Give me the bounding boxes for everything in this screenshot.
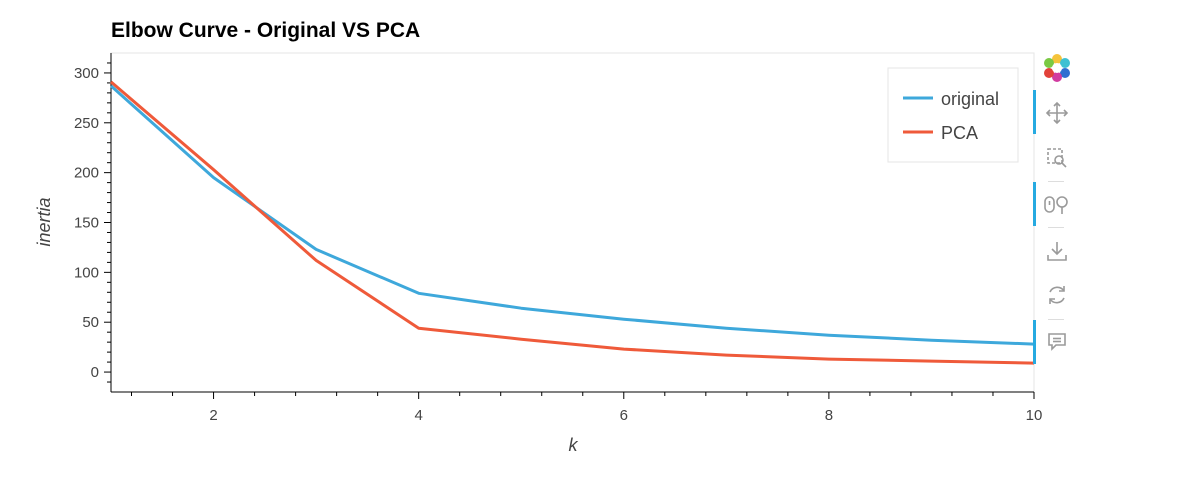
x-tick-label: 10 (1026, 407, 1043, 424)
x-axis-label: k (569, 435, 579, 455)
series-line-pca (110, 80, 1035, 365)
x-tick-label: 8 (825, 407, 833, 424)
y-tick-label: 0 (91, 364, 99, 381)
x-tick-label: 4 (414, 407, 422, 424)
y-tick-label: 50 (82, 314, 99, 331)
y-axis-label: inertia (34, 197, 54, 246)
y-tick-label: 300 (74, 65, 99, 82)
legend-label-original: original (941, 89, 999, 109)
hover-active-indicator (1033, 320, 1036, 364)
y-tick-label: 150 (74, 215, 99, 232)
reset-icon[interactable] (1040, 278, 1074, 312)
x-tick-label: 2 (209, 407, 217, 424)
wheel-zoom-active-indicator (1033, 182, 1036, 226)
pan-icon[interactable] (1040, 96, 1074, 130)
legend-box (887, 67, 1019, 163)
wheel-zoom-icon[interactable] (1040, 187, 1074, 221)
toolbar-separator (1048, 227, 1064, 228)
hover-icon[interactable] (1040, 325, 1074, 359)
pan-active-indicator (1033, 90, 1036, 134)
toolbar-separator (1048, 181, 1064, 182)
save-icon[interactable] (1040, 234, 1074, 268)
toolbar-separator (1048, 319, 1064, 320)
chart-title: Elbow Curve - Original VS PCA (111, 19, 421, 42)
legend-label-pca: PCA (941, 123, 978, 143)
y-tick-label: 200 (74, 165, 99, 182)
y-axis: 0 50 100 150 200 250 300 (74, 53, 112, 392)
x-axis: 2 4 6 8 10 (111, 391, 1043, 424)
bokeh-logo-icon[interactable] (1040, 51, 1074, 85)
y-tick-label: 250 (74, 115, 99, 132)
legend: original PCA (887, 67, 1019, 163)
y-tick-label: 100 (74, 264, 99, 281)
x-tick-label: 6 (620, 407, 628, 424)
series-layer (110, 80, 1035, 365)
box-zoom-icon[interactable] (1040, 141, 1074, 175)
